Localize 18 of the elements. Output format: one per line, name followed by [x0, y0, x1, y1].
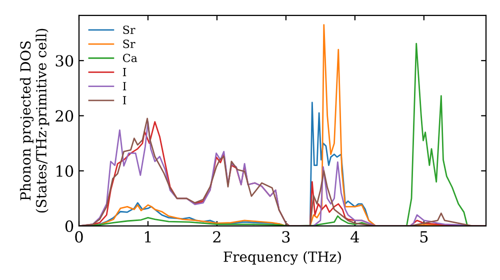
legend-label: I [122, 96, 126, 104]
x-tick-label: 2 [213, 231, 220, 242]
x-tick-label: 4 [350, 231, 360, 242]
x-tick-label: 5 [420, 231, 428, 243]
x-axis-title: Frequency (THz) [224, 251, 341, 265]
y-tick-label: 30 [56, 55, 74, 67]
y-tick-label: 20 [56, 110, 74, 122]
legend-label: Sr [123, 40, 136, 48]
x-tick-label: 1 [144, 231, 151, 242]
legend-label: Ca [122, 54, 138, 62]
legend-label: I [122, 82, 126, 90]
legend-label: I [122, 68, 126, 76]
y-axis-title: Phonon projected DOS (States/THz·primitive cell) [20, 28, 50, 213]
y-tick-label: 0 [65, 220, 74, 232]
x-tick-label: 3 [282, 231, 290, 243]
legend-label: Sr [123, 26, 136, 34]
y-tick-label: 10 [56, 165, 74, 177]
x-tick-label: 0 [75, 231, 83, 243]
